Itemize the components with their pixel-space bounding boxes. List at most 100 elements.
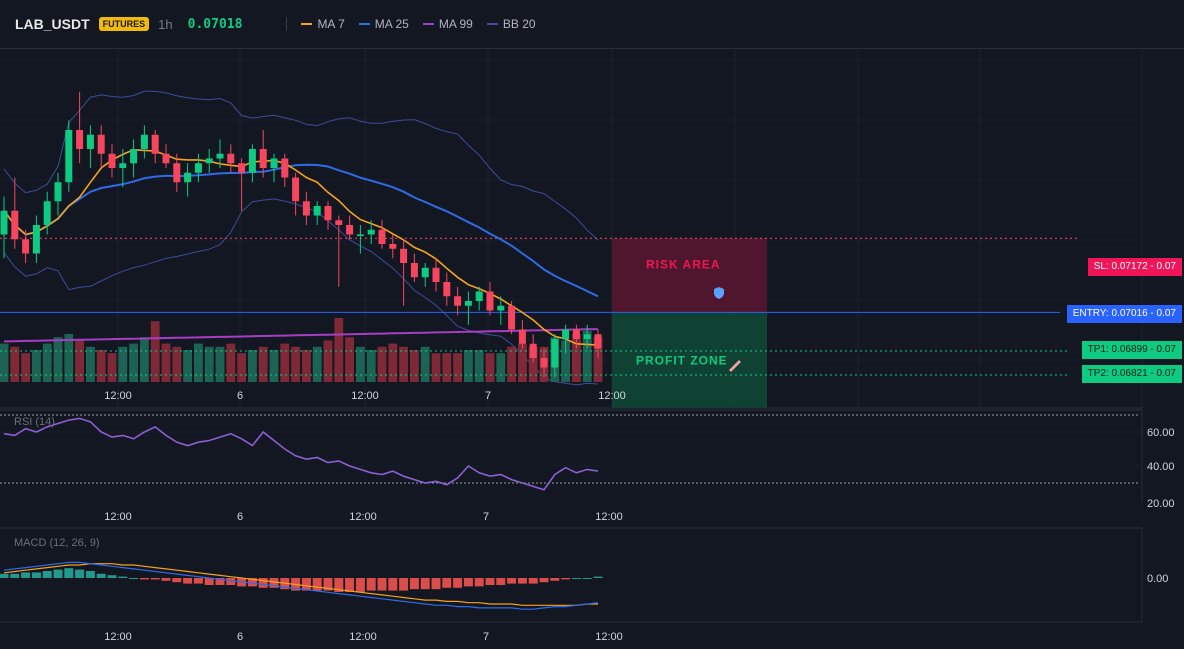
sl-tag-suffix: 0.07 [1156,261,1176,272]
volume-bar [42,343,52,382]
rsi-title: RSI (14) [14,416,55,428]
macd-histogram-bar [355,578,365,592]
sl-price-tag[interactable]: SL: 0.07172 - 0.07 [1087,258,1182,276]
macd-histogram-bar [399,578,409,591]
macd-histogram-bar [323,578,333,591]
entry-price-tag[interactable]: ENTRY: 0.07016 - 0.07 [1066,305,1182,323]
volume-bar [64,334,74,382]
volume-bar [572,334,581,382]
rsi-y-tick: 60.00 [1147,427,1175,439]
tp1-price-tag[interactable]: TP1: 0.06899 - 0.07 [1081,341,1182,359]
legend-ma99[interactable]: MA 99 [422,17,473,31]
macd-histogram-bar [474,578,484,587]
volume-bar [453,353,462,382]
entry-tag-suffix: 0.07 [1156,308,1176,319]
macd-histogram-bar [377,578,387,591]
candle-body [378,229,386,244]
volume-bar [10,346,20,382]
rsi-x-tick: 6 [237,511,243,523]
candle-body [65,130,73,183]
candle-body [497,305,505,311]
candle-body [97,134,105,154]
profit-zone [612,312,767,408]
candle-body [335,220,343,225]
chart-header: LAB_USDT FUTURES 1h 0.07018 MA 7 MA 25 M… [0,0,1184,48]
legend-bb20[interactable]: BB 20 [486,17,536,31]
volume-bar [388,343,398,382]
volume-bar [172,346,182,382]
macd-histogram-bar [75,569,85,578]
rsi-y-tick: 20.00 [1147,498,1175,510]
macd-histogram-bar [496,578,506,585]
macd-histogram-bar [528,578,538,584]
bb-lower-line [3,198,599,386]
ma7-swatch [301,23,313,25]
candle-body [22,239,30,254]
volume-bar [366,350,376,382]
main-x-tick: 12:00 [598,390,626,402]
candle-body [356,234,364,236]
macd-histogram-bar [204,578,214,585]
candle-body [173,163,181,183]
macd-y-tick: 0.00 [1147,573,1168,585]
candle-body [205,158,213,164]
candle-body [194,163,202,173]
legend-ma25[interactable]: MA 25 [358,17,409,31]
candle-body [0,210,8,235]
candle-body [227,153,235,164]
volume-bar [194,343,203,382]
candle-body [43,201,51,225]
legend-ma7[interactable]: MA 7 [301,17,345,31]
candle-body [130,149,138,164]
macd-histogram-bar [334,578,344,592]
macd-histogram-bar [366,578,376,591]
macd-x-tick: 7 [483,631,489,643]
macd-histogram-bar [96,573,106,578]
shield-icon [714,287,724,299]
candle-body [551,339,559,368]
candle-body [540,358,548,368]
volume-bar [269,350,279,382]
candle-body [583,334,591,339]
volume-bar [204,346,214,382]
bb20-swatch [486,23,498,25]
legend-ma7-label: MA 7 [317,17,345,31]
candle-body [184,172,192,183]
tp2-price-tag[interactable]: TP2: 0.06821 - 0.07 [1081,365,1182,383]
macd-title: MACD (12, 26, 9) [14,537,100,549]
timeframe-label[interactable]: 1h [158,16,173,32]
macd-x-tick: 12:00 [595,631,623,643]
macd-histogram-bar [258,578,268,588]
ma25-line [3,163,599,298]
tp2-tag-label: TP2: 0.06821 [1087,368,1148,379]
volume-bar [507,346,516,382]
macd-histogram-bar [485,578,495,585]
candle-body [454,296,462,306]
candle-body [140,134,148,149]
header-divider [286,17,288,31]
candle-body [324,206,332,221]
volume-bar [86,346,95,382]
volume-bar [528,346,538,382]
volume-bar [215,346,225,382]
main-x-tick: 7 [485,390,491,402]
volume-bar [280,343,290,382]
candle-body [313,206,321,216]
volume-bar [431,353,441,382]
candle-body [302,201,310,216]
volume-bar [291,346,300,382]
macd-histogram-bar [139,578,149,580]
symbol-name[interactable]: LAB_USDT [15,16,90,32]
candle-body [518,329,526,344]
volume-bar [464,350,473,382]
candle-body [400,248,408,263]
candle-body [464,301,472,306]
rsi-x-tick: 12:00 [595,511,623,523]
volume-bar [0,343,9,382]
main-x-tick: 12:00 [351,390,379,402]
volume-bar [410,350,419,382]
macd-histogram-bar [161,578,171,581]
candle-body [594,334,602,349]
macd-histogram-bar [21,572,31,578]
